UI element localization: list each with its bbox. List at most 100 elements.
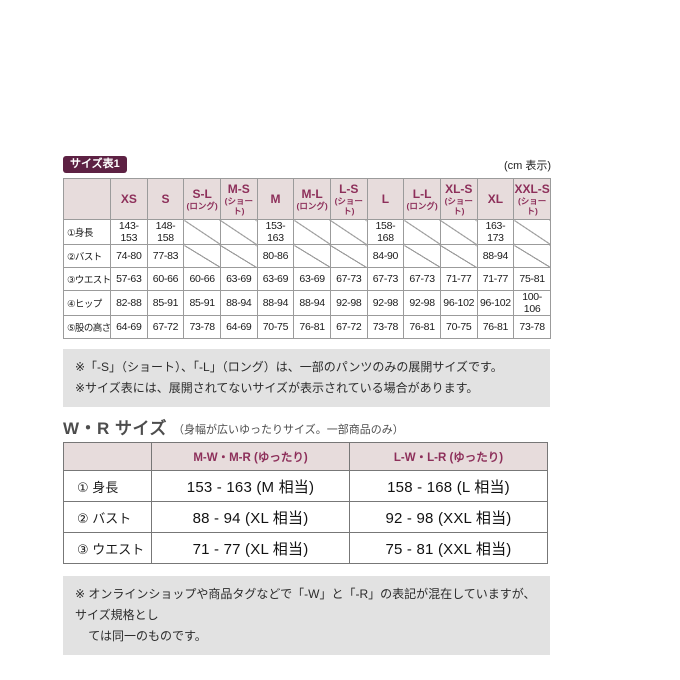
size-empty-cell (329, 219, 368, 246)
size-value-cell: 64-69 (219, 315, 258, 340)
size-value-cell: 76-81 (476, 315, 515, 340)
row-label: ⑤股の高さ (63, 315, 111, 340)
wr-subtitle: （身幅が広いゆったりサイズ。一部商品のみ） (173, 423, 404, 436)
size-empty-cell (183, 244, 221, 269)
note-line: ては同一のものです。 (88, 629, 207, 644)
note-line: ※サイズ表には、展開されてないサイズが表示されている場合があります。 (75, 381, 479, 396)
size-empty-cell (293, 244, 331, 269)
size-value-cell: 75-81 (513, 267, 551, 292)
size-value-cell: 71-77 (476, 267, 515, 292)
wr-row-waist: ③ ウエスト 71 - 77 (XL 相当) 75 - 81 (XXL 相当) (63, 532, 548, 565)
wr-value-cell: 88 - 94 (XL 相当) (151, 501, 350, 534)
note-line: ※「-S」（ショート）、「-L」（ロング）は、一部のパンツのみの展開サイズです。 (75, 360, 503, 375)
col-header-l-l: L-L (ロング) (403, 178, 441, 221)
size-empty-cell (439, 219, 478, 246)
wr-value-cell: 75 - 81 (XXL 相当) (349, 532, 548, 565)
size-value-cell: 153-163 (256, 219, 295, 246)
row-label: ②バスト (63, 244, 111, 269)
size-value-cell: 163-173 (476, 219, 515, 246)
size-value-cell: 85-91 (183, 290, 221, 317)
size-chart-document: サイズ表1 (cm 表示) XS S S-L (ロング) M-S (ショート) M … (63, 156, 551, 656)
size-value-cell: 74-80 (110, 244, 148, 269)
header-row: XS S S-L (ロング) M-S (ショート) M M-L (ロング) L-S (シ… (63, 178, 551, 221)
size-value-cell: 96-102 (439, 290, 478, 317)
wr-value-cell: 92 - 98 (XXL 相当) (349, 501, 548, 534)
size-empty-cell (513, 219, 551, 246)
size-value-cell: 60-66 (146, 267, 185, 292)
size-value-cell: 70-75 (439, 315, 478, 340)
size-value-cell: 100-106 (513, 290, 551, 317)
size-value-cell: 88-94 (293, 290, 331, 317)
size-value-cell: 92-98 (329, 290, 368, 317)
size-value-cell: 73-78 (183, 315, 221, 340)
wr-row-label: ③ ウエスト (63, 532, 152, 565)
size-value-cell: 67-72 (329, 315, 368, 340)
wr-value-cell: 71 - 77 (XL 相当) (151, 532, 350, 565)
size-value-cell: 76-81 (293, 315, 331, 340)
size-value-cell: 71-77 (439, 267, 478, 292)
notes-box-sizes: ※「-S」（ショート）、「-L」（ロング）は、一部のパンツのみの展開サイズです。… (63, 349, 550, 408)
size-value-cell: 76-81 (403, 315, 441, 340)
size-value-cell: 158-168 (366, 219, 405, 246)
size-value-cell: 88-94 (219, 290, 258, 317)
wr-value-cell: 153 - 163 (M 相当) (151, 470, 350, 503)
size-value-cell: 92-98 (403, 290, 441, 317)
size-table-badge: サイズ表1 (63, 156, 127, 174)
col-header-xl: XL (476, 178, 515, 221)
size-value-cell: 143-153 (110, 219, 148, 246)
row-label: ③ウエスト (63, 267, 111, 292)
size-empty-cell (403, 244, 441, 269)
size-value-cell: 96-102 (476, 290, 515, 317)
wr-row-height: ① 身長 153 - 163 (M 相当) 158 - 168 (L 相当) (63, 470, 548, 503)
wr-row-label: ② バスト (63, 501, 152, 534)
size-value-cell: 67-73 (329, 267, 368, 292)
main-size-table: XS S S-L (ロング) M-S (ショート) M M-L (ロング) L-S (シ… (63, 178, 551, 340)
size-value-cell: 77-83 (146, 244, 185, 269)
col-header-l-s: L-S (ショート) (329, 178, 368, 221)
size-empty-cell (439, 244, 478, 269)
row-label: ④ヒップ (63, 290, 111, 317)
wr-value-cell: 158 - 168 (L 相当) (349, 470, 548, 503)
row-hip: ④ヒップ 82-88 85-91 85-91 88-94 88-94 88-94… (63, 290, 551, 317)
row-label: ①身長 (63, 219, 111, 246)
size-value-cell: 88-94 (476, 244, 515, 269)
size-value-cell: 84-90 (366, 244, 405, 269)
col-header-s: S (146, 178, 185, 221)
size-empty-cell (219, 219, 258, 246)
size-empty-cell (293, 219, 331, 246)
note-line: ※ オンラインショップや商品タグなどで「-W」と「-R」の表記が混在していますが… (75, 587, 536, 623)
size-value-cell: 73-78 (366, 315, 405, 340)
size-value-cell: 70-75 (256, 315, 295, 340)
wr-size-table: M-W・M-R (ゆったり) L-W・L-R (ゆったり) ① 身長 153 -… (63, 442, 548, 565)
col-header-xxl-s: XXL-S (ショート) (513, 178, 551, 221)
col-header-l: L (366, 178, 405, 221)
row-waist: ③ウエスト 57-63 60-66 60-66 63-69 63-69 63-6… (63, 267, 551, 292)
size-value-cell: 60-66 (183, 267, 221, 292)
notes-box-wr: ※ オンラインショップや商品タグなどで「-W」と「-R」の表記が混在していますが… (63, 576, 550, 656)
size-empty-cell (183, 219, 221, 246)
col-header-m-l: M-L (ロング) (293, 178, 331, 221)
size-value-cell: 148-158 (146, 219, 185, 246)
size-value-cell: 64-69 (110, 315, 148, 340)
unit-note: (cm 表示) (503, 160, 551, 173)
size-value-cell: 67-72 (146, 315, 185, 340)
size-value-cell: 67-73 (403, 267, 441, 292)
size-empty-cell (403, 219, 441, 246)
size-value-cell: 82-88 (110, 290, 148, 317)
wr-section-heading: W・R サイズ （身幅が広いゆったりサイズ。一部商品のみ） (63, 420, 551, 437)
row-bust: ②バスト 74-80 77-83 80-86 84-90 88-94 (63, 244, 551, 269)
col-header-s-l: S-L (ロング) (183, 178, 221, 221)
size-value-cell: 85-91 (146, 290, 185, 317)
size-empty-cell (329, 244, 368, 269)
col-header-m-s: M-S (ショート) (219, 178, 258, 221)
wr-header-row: M-W・M-R (ゆったり) L-W・L-R (ゆったり) (63, 442, 548, 472)
size-value-cell: 57-63 (110, 267, 148, 292)
wr-col-header-lw: L-W・L-R (ゆったり) (349, 442, 548, 472)
col-header-xs: XS (110, 178, 148, 221)
row-height: ①身長 143-153 148-158 153-163 158-168 163-… (63, 219, 551, 246)
size-value-cell: 73-78 (513, 315, 551, 340)
wr-col-header-mw: M-W・M-R (ゆったり) (151, 442, 350, 472)
wr-corner-cell (63, 442, 152, 472)
row-inseam-height: ⑤股の高さ 64-69 67-72 73-78 64-69 70-75 76-8… (63, 315, 551, 340)
size-value-cell: 67-73 (366, 267, 405, 292)
